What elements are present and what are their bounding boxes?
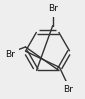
Text: Br: Br [63,85,73,94]
Text: Br: Br [48,4,58,13]
Text: Br: Br [5,50,15,59]
